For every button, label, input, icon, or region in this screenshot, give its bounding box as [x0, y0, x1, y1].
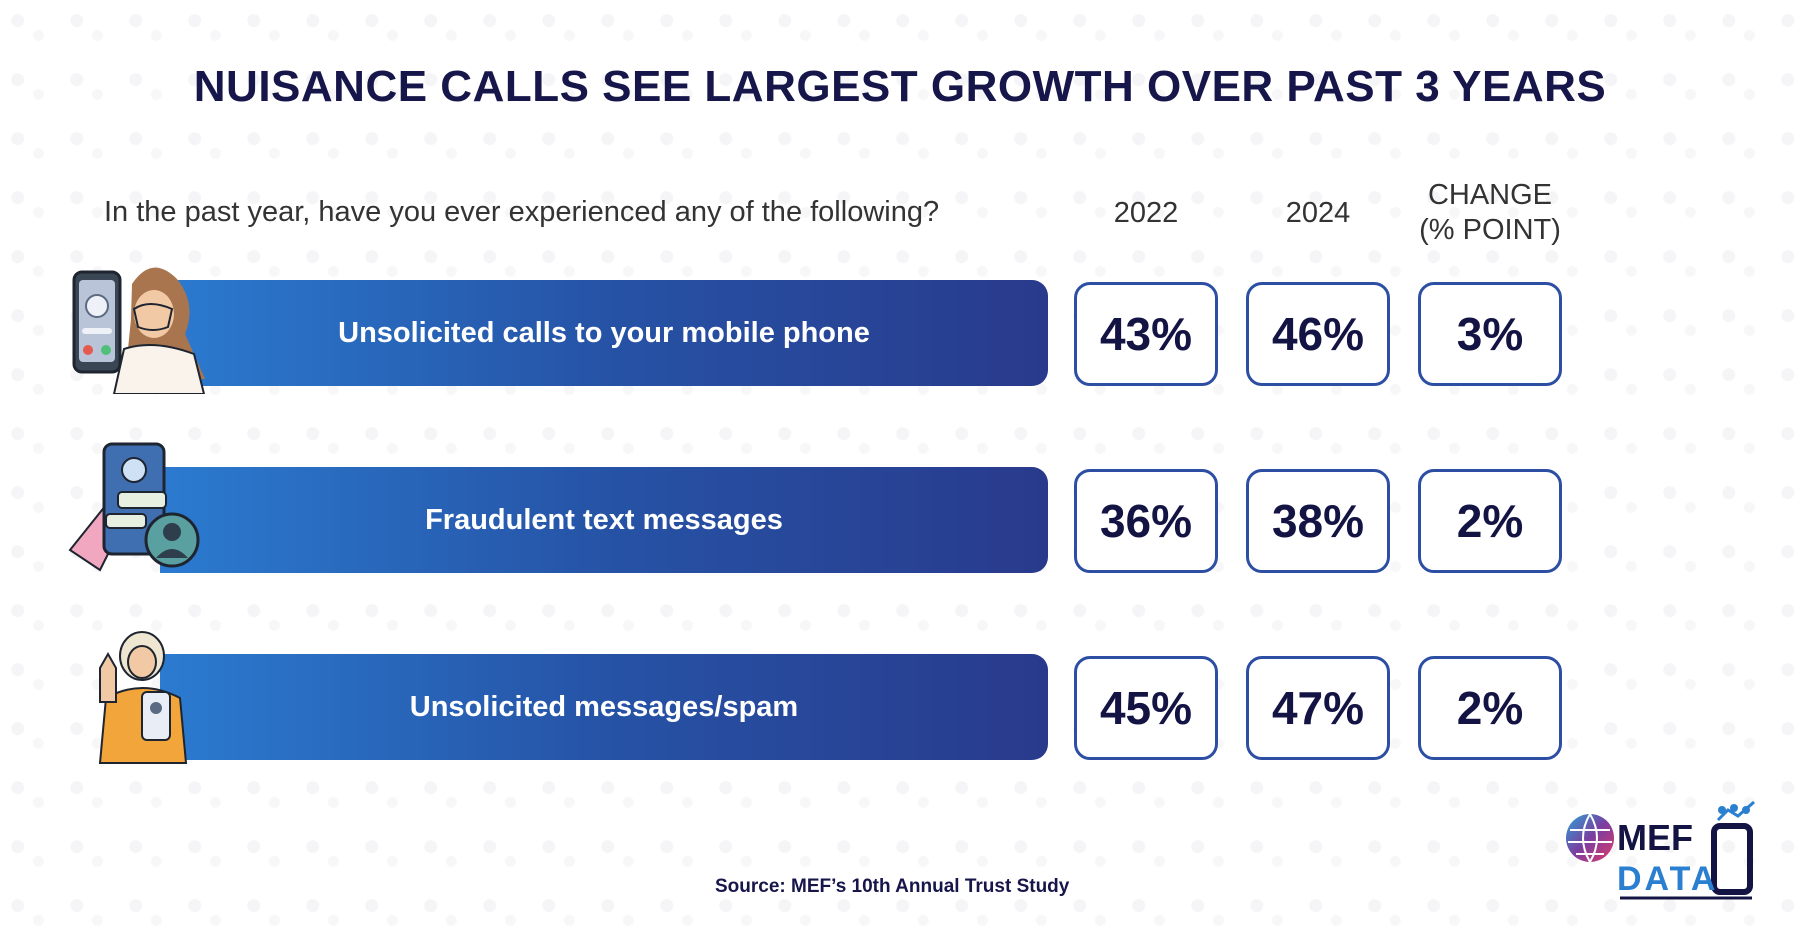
value-box-2022: 36% — [1074, 469, 1218, 573]
logo-text-mef: MEF — [1617, 817, 1693, 858]
value-box-change: 3% — [1418, 282, 1562, 386]
phone-hacker-chat-icon — [68, 442, 200, 572]
row-label-bar: Unsolicited messages/spam — [160, 654, 1048, 760]
row-label: Unsolicited calls to your mobile phone — [338, 316, 870, 349]
value-box-2022: 45% — [1074, 656, 1218, 760]
value-box-2024: 47% — [1246, 656, 1390, 760]
row-label: Fraudulent text messages — [425, 503, 783, 536]
value-box-change: 2% — [1418, 469, 1562, 573]
survey-question: In the past year, have you ever experien… — [104, 196, 940, 228]
value-box-2022: 43% — [1074, 282, 1218, 386]
source-note: Source: MEF’s 10th Annual Trust Study — [715, 876, 1070, 897]
value-box-change: 2% — [1418, 656, 1562, 760]
woman-phone-unknown-caller-icon — [72, 267, 206, 394]
row-label: Unsolicited messages/spam — [409, 690, 799, 723]
column-header-2022: 2022 — [1113, 197, 1179, 229]
row-label-bar: Unsolicited calls to your mobile phone — [160, 280, 1048, 386]
chart-title: NUISANCE CALLS SEE LARGEST GROWTH OVER P… — [193, 62, 1607, 111]
row-label-bar: Fraudulent text messages — [160, 467, 1048, 573]
woman-raised-hand-phone-icon — [98, 631, 188, 764]
column-header-2024: 2024 — [1285, 197, 1351, 229]
logo-text-data: DATA — [1617, 860, 1718, 898]
column-header-change: CHANGE (% POINT) — [1419, 179, 1561, 246]
value-box-2024: 46% — [1246, 282, 1390, 386]
mef-data-logo: MEF DATA — [1566, 800, 1755, 900]
value-box-2024: 38% — [1246, 469, 1390, 573]
